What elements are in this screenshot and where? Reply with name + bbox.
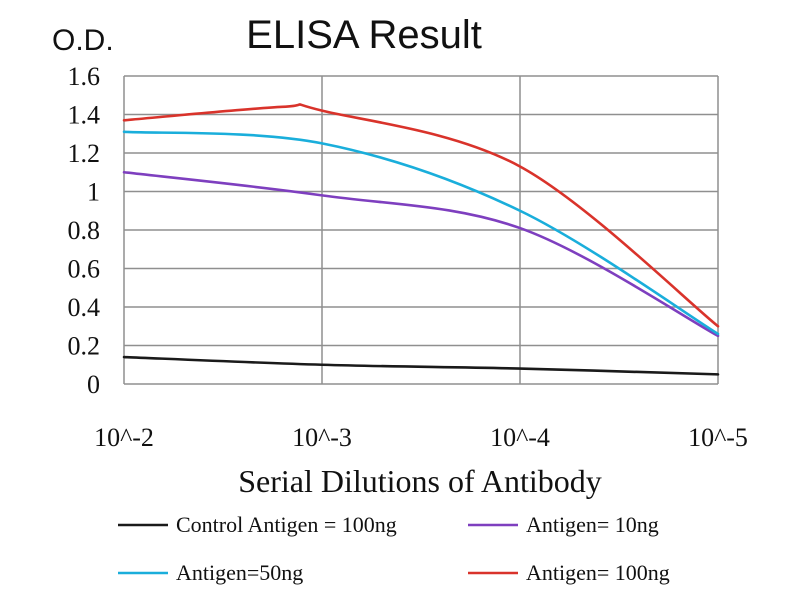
series-line-3 (122, 103, 720, 328)
chart-grid (123, 75, 719, 385)
legend-label: Control Antigen = 100ng (176, 512, 397, 537)
x-tick-label: 10^-4 (490, 423, 550, 452)
y-tick-label: 1.2 (68, 139, 101, 168)
y-tick-label: 1.6 (68, 62, 101, 91)
series-line-0 (122, 355, 720, 376)
chart-series (122, 103, 720, 376)
y-tick-label: 0.8 (68, 216, 101, 245)
x-tick-label: 10^-2 (94, 423, 154, 452)
legend-label: Antigen=50ng (176, 560, 303, 585)
legend-label: Antigen= 10ng (526, 512, 659, 537)
x-tick-label: 10^-3 (292, 423, 352, 452)
y-axis-label: O.D. (52, 24, 114, 57)
y-tick-label: 0.2 (68, 332, 101, 361)
series-line-1 (122, 170, 720, 338)
y-tick-label: 1 (87, 178, 100, 207)
y-tick-label: 0.6 (68, 255, 101, 284)
chart-title: ELISA Result (246, 13, 482, 57)
y-tick-label: 0 (87, 370, 100, 399)
x-tick-labels: 10^-2 10^-3 10^-4 10^-5 (94, 423, 748, 452)
chart-legend: Control Antigen = 100ng Antigen= 10ng Anti… (118, 512, 670, 585)
y-tick-labels: 0 0.2 0.4 0.6 0.8 1 1.2 1.4 1.6 (68, 62, 101, 399)
y-tick-label: 1.4 (68, 101, 101, 130)
x-tick-label: 10^-5 (688, 423, 748, 452)
legend-label: Antigen= 100ng (526, 560, 670, 585)
series-line-2 (122, 130, 720, 336)
y-tick-label: 0.4 (68, 293, 101, 322)
x-axis-label: Serial Dilutions of Antibody (238, 463, 602, 499)
